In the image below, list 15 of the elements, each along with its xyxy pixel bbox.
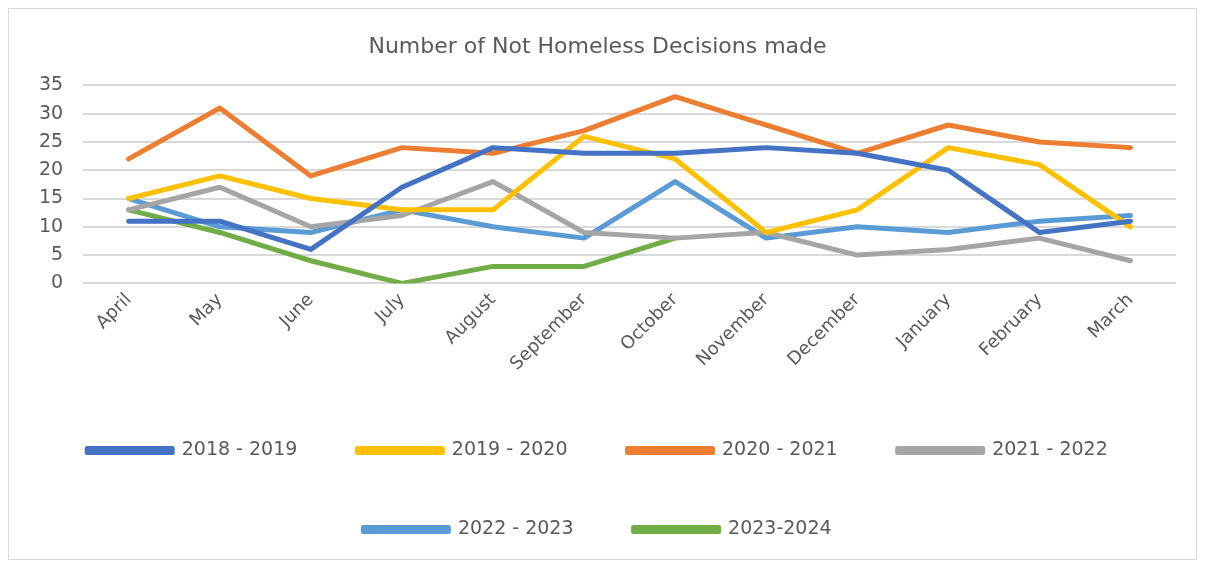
y-tick-label: 25	[38, 128, 64, 151]
y-tick-label: 20	[38, 157, 64, 180]
legend-label: 2022 - 2023	[457, 516, 574, 539]
legend-label: 2020 - 2021	[722, 437, 838, 460]
legend-label: 2019 - 2020	[451, 437, 568, 460]
chart-title: Number of Not Homeless Decisions made	[368, 32, 827, 58]
y-tick-label: 15	[38, 185, 64, 208]
y-tick-label: 30	[38, 100, 64, 123]
y-tick-label: 0	[51, 270, 64, 293]
legend-label: 2021 - 2022	[992, 437, 1108, 460]
y-tick-label: 5	[51, 242, 64, 265]
y-tick-label: 35	[38, 72, 64, 95]
legend-label: 2018 - 2019	[181, 437, 298, 460]
y-tick-label: 10	[38, 213, 64, 236]
legend-label: 2023-2024	[728, 516, 832, 539]
